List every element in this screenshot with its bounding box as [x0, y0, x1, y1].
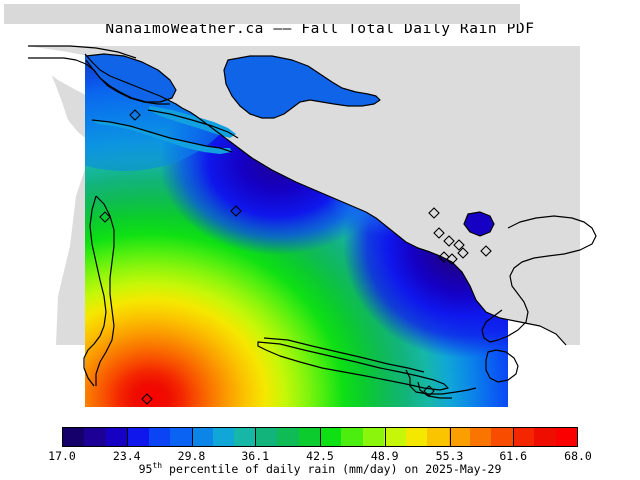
colorbar-band-5 [170, 428, 192, 446]
colorbar-tick-label-8: 68.0 [564, 449, 592, 463]
colorbar-tick-label-1: 23.4 [112, 449, 141, 463]
colorbar-band-16 [405, 428, 428, 446]
figure-title: NanaimoWeather.ca —— Fall Total Daily Ra… [105, 21, 535, 37]
contour-data-region [85, 46, 508, 407]
caption-rest: percentile of daily rain (mm/day) on 202… [162, 461, 502, 476]
colorbar-band-9 [255, 428, 278, 446]
colorbar-band-0 [63, 428, 85, 446]
colorbar-tick-label-6: 55.3 [435, 449, 464, 463]
caption-superscript: th [152, 461, 163, 470]
colorbar-tick-label-4: 42.5 [306, 449, 334, 463]
colorbar-shadow [4, 4, 520, 24]
colorbar-band-18 [448, 428, 471, 446]
colorbar [62, 427, 578, 447]
colorbar-band-15 [384, 428, 406, 446]
colorbar-band-7 [212, 428, 235, 446]
colorbar-band-14 [362, 428, 385, 446]
colorbar-band-19 [470, 428, 492, 446]
colorbar-band-21 [512, 428, 535, 446]
colorbar-band-13 [341, 428, 363, 446]
colorbar-tick-labels: 17.0 23.4 29.8 36.1 42.5 48.9 55.3 61.6 68.0 [0, 449, 640, 463]
colorbar-band-20 [491, 428, 513, 446]
colorbar-band-11 [298, 428, 321, 446]
colorbar-band-6 [191, 428, 213, 446]
colorbar-tick-label-2: 29.8 [177, 449, 206, 463]
colorbar-caption: 95th percentile of daily rain (mm/day) o… [0, 461, 640, 476]
colorbar-tick-label-0: 17.0 [48, 449, 76, 463]
caption-prefix: 95 [138, 461, 153, 476]
colorbar-band-22 [534, 428, 556, 446]
colorbar-gradient [62, 427, 578, 447]
filled-contour-field [85, 46, 508, 407]
colorbar-band-10 [277, 428, 299, 446]
colorbar-band-8 [234, 428, 256, 446]
colorbar-band-23 [555, 428, 578, 446]
colorbar-band-17 [427, 428, 449, 446]
colorbar-band-4 [148, 428, 171, 446]
colorbar-band-1 [84, 428, 106, 446]
colorbar-tick-label-3: 36.1 [241, 449, 270, 463]
colorbar-band-3 [127, 428, 149, 446]
colorbar-tick-label-5: 48.9 [370, 449, 399, 463]
colorbar-band-12 [320, 428, 342, 446]
colorbar-tick-label-7: 61.6 [499, 449, 528, 463]
colorbar-band-2 [105, 428, 128, 446]
